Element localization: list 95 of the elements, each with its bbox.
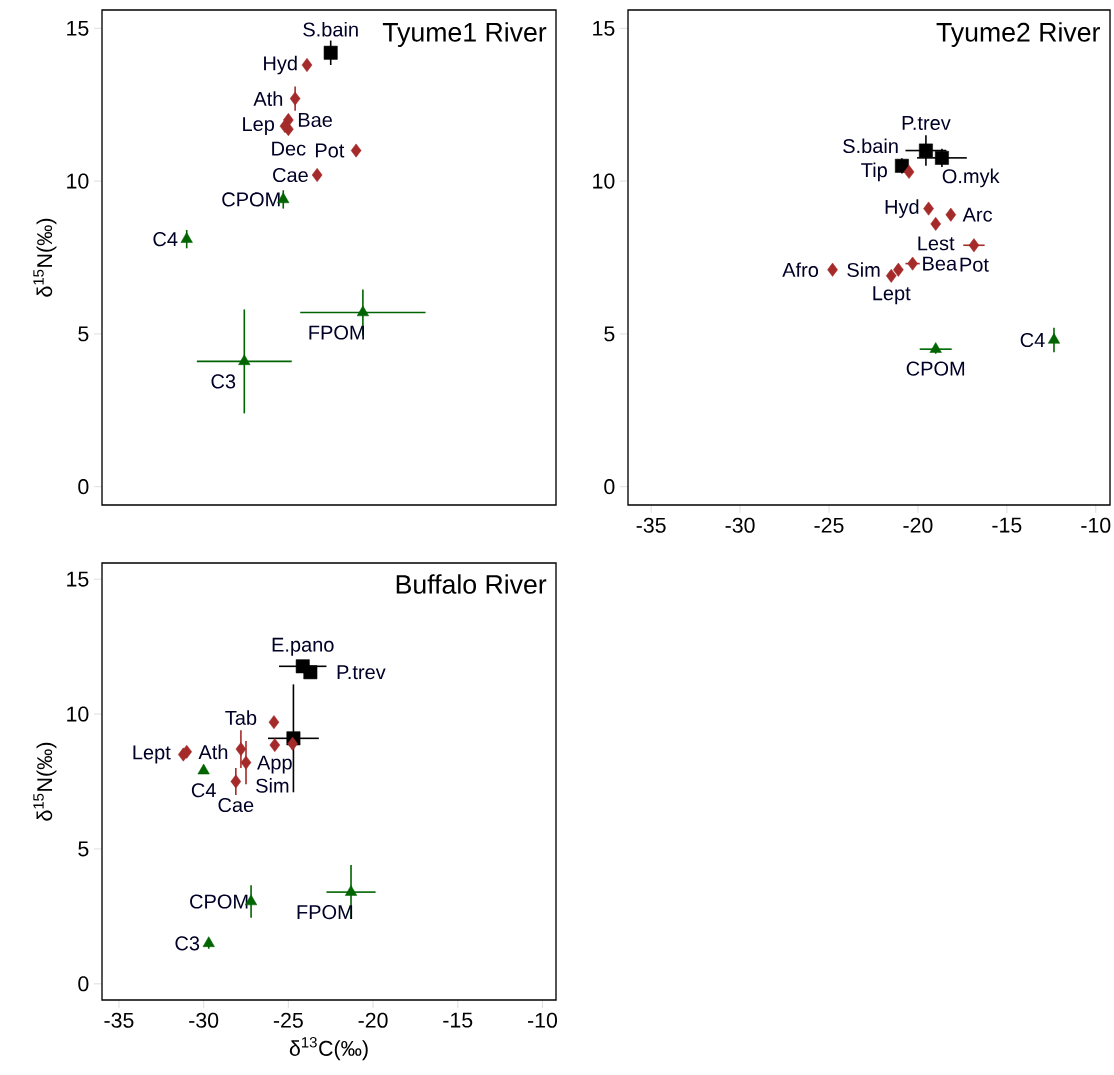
data-label: Sim xyxy=(847,262,880,278)
data-label: Afro xyxy=(782,262,819,278)
data-label: Lept xyxy=(133,745,171,764)
data-label: Lep xyxy=(243,117,275,136)
x-tick-label: -15 xyxy=(992,517,1022,533)
point xyxy=(885,268,897,283)
point xyxy=(289,91,301,106)
chart-title: Tyume1 River xyxy=(382,22,547,47)
point xyxy=(269,738,281,753)
data-label: CPOM xyxy=(222,192,280,207)
data-label: S.bain xyxy=(843,138,898,154)
point xyxy=(923,201,934,216)
y-tick-label: 5 xyxy=(604,326,615,342)
point xyxy=(907,256,918,271)
data-label: E.pano xyxy=(272,637,334,656)
data-label: Bae xyxy=(298,113,332,127)
point xyxy=(893,262,904,277)
point xyxy=(230,774,242,789)
x-axis-title: δ$^{13}$C(‰) xyxy=(289,1036,368,1061)
chart-title: Buffalo River xyxy=(396,574,547,594)
data-label: P.trev xyxy=(902,116,951,131)
data-label: Tip xyxy=(861,162,887,182)
data-label: Pot xyxy=(315,143,345,158)
data-label: Ath xyxy=(253,91,283,106)
point xyxy=(968,238,980,253)
y-tick-label: 10 xyxy=(67,173,89,189)
data-label: Arc xyxy=(962,207,993,222)
data-label: Cae xyxy=(273,167,308,183)
y-tick-label: 15 xyxy=(67,571,89,587)
x-tick-label: -20 xyxy=(903,517,933,533)
point xyxy=(827,262,838,277)
point xyxy=(918,143,933,158)
x-tick-label: -25 xyxy=(814,517,844,533)
data-label: Lest xyxy=(918,236,955,251)
y-tick-label: 0 xyxy=(78,479,89,495)
point xyxy=(930,216,941,231)
point xyxy=(356,305,369,317)
data-label: CPOM xyxy=(190,894,248,909)
data-label: Ath xyxy=(198,744,228,760)
data-label: App xyxy=(257,755,292,774)
data-label: C4 xyxy=(153,232,178,247)
y-tick-label: 10 xyxy=(67,706,89,722)
data-label: Sim xyxy=(256,778,289,793)
data-label: Tab xyxy=(225,710,257,725)
data-label: CPOM xyxy=(906,361,965,376)
x-tick-label: -35 xyxy=(636,517,666,533)
point xyxy=(287,736,298,751)
data-label: P.trev xyxy=(337,665,386,680)
x-tick-label: -20 xyxy=(358,1012,388,1028)
point xyxy=(929,342,942,353)
point xyxy=(235,742,247,757)
x-tick-label: -10 xyxy=(1081,517,1111,533)
x-tick-label: -25 xyxy=(273,1012,303,1028)
point xyxy=(311,168,323,182)
point xyxy=(350,143,362,158)
data-label: Hyd xyxy=(264,55,297,75)
x-tick-label: -35 xyxy=(104,1012,134,1028)
data-label: Hyd xyxy=(885,199,919,218)
data-label: FPOM xyxy=(309,325,364,340)
y-axis-title: δ$^{15}$N(‰) xyxy=(33,218,57,297)
point xyxy=(344,885,358,896)
y-tick-label: 0 xyxy=(604,479,615,495)
point xyxy=(197,763,210,775)
point xyxy=(945,207,957,222)
x-tick-label: -15 xyxy=(443,1012,473,1028)
data-label: Dec xyxy=(272,141,306,156)
y-tick-label: 5 xyxy=(78,841,89,857)
y-tick-label: 10 xyxy=(593,173,615,189)
point xyxy=(303,665,318,680)
y-tick-label: 15 xyxy=(593,20,615,36)
data-label: C4 xyxy=(1020,332,1045,348)
point xyxy=(1047,333,1061,344)
point xyxy=(240,755,252,770)
y-axis-title: δ$^{15}$N(‰) xyxy=(33,742,57,821)
data-label: Bea xyxy=(923,256,958,271)
data-label: O.myk xyxy=(942,168,1000,188)
chart-title: Tyume2 River xyxy=(936,22,1100,47)
x-tick-label: -10 xyxy=(527,1012,558,1028)
y-tick-label: 15 xyxy=(67,20,89,36)
point xyxy=(301,58,313,72)
data-label: Lept xyxy=(873,286,911,305)
data-label: C3 xyxy=(211,374,236,389)
x-tick-label: -30 xyxy=(189,1012,219,1028)
point xyxy=(268,715,280,730)
data-label: S.bain xyxy=(303,21,358,37)
point xyxy=(202,936,215,947)
data-label: C4 xyxy=(191,783,216,798)
y-tick-label: 5 xyxy=(78,326,89,342)
point xyxy=(238,354,251,365)
y-tick-label: 0 xyxy=(78,976,89,992)
data-label: C3 xyxy=(175,936,200,951)
data-label: Cae xyxy=(218,797,254,813)
point xyxy=(323,45,338,60)
data-label: Pot xyxy=(960,257,989,272)
x-tick-label: -30 xyxy=(725,517,755,533)
